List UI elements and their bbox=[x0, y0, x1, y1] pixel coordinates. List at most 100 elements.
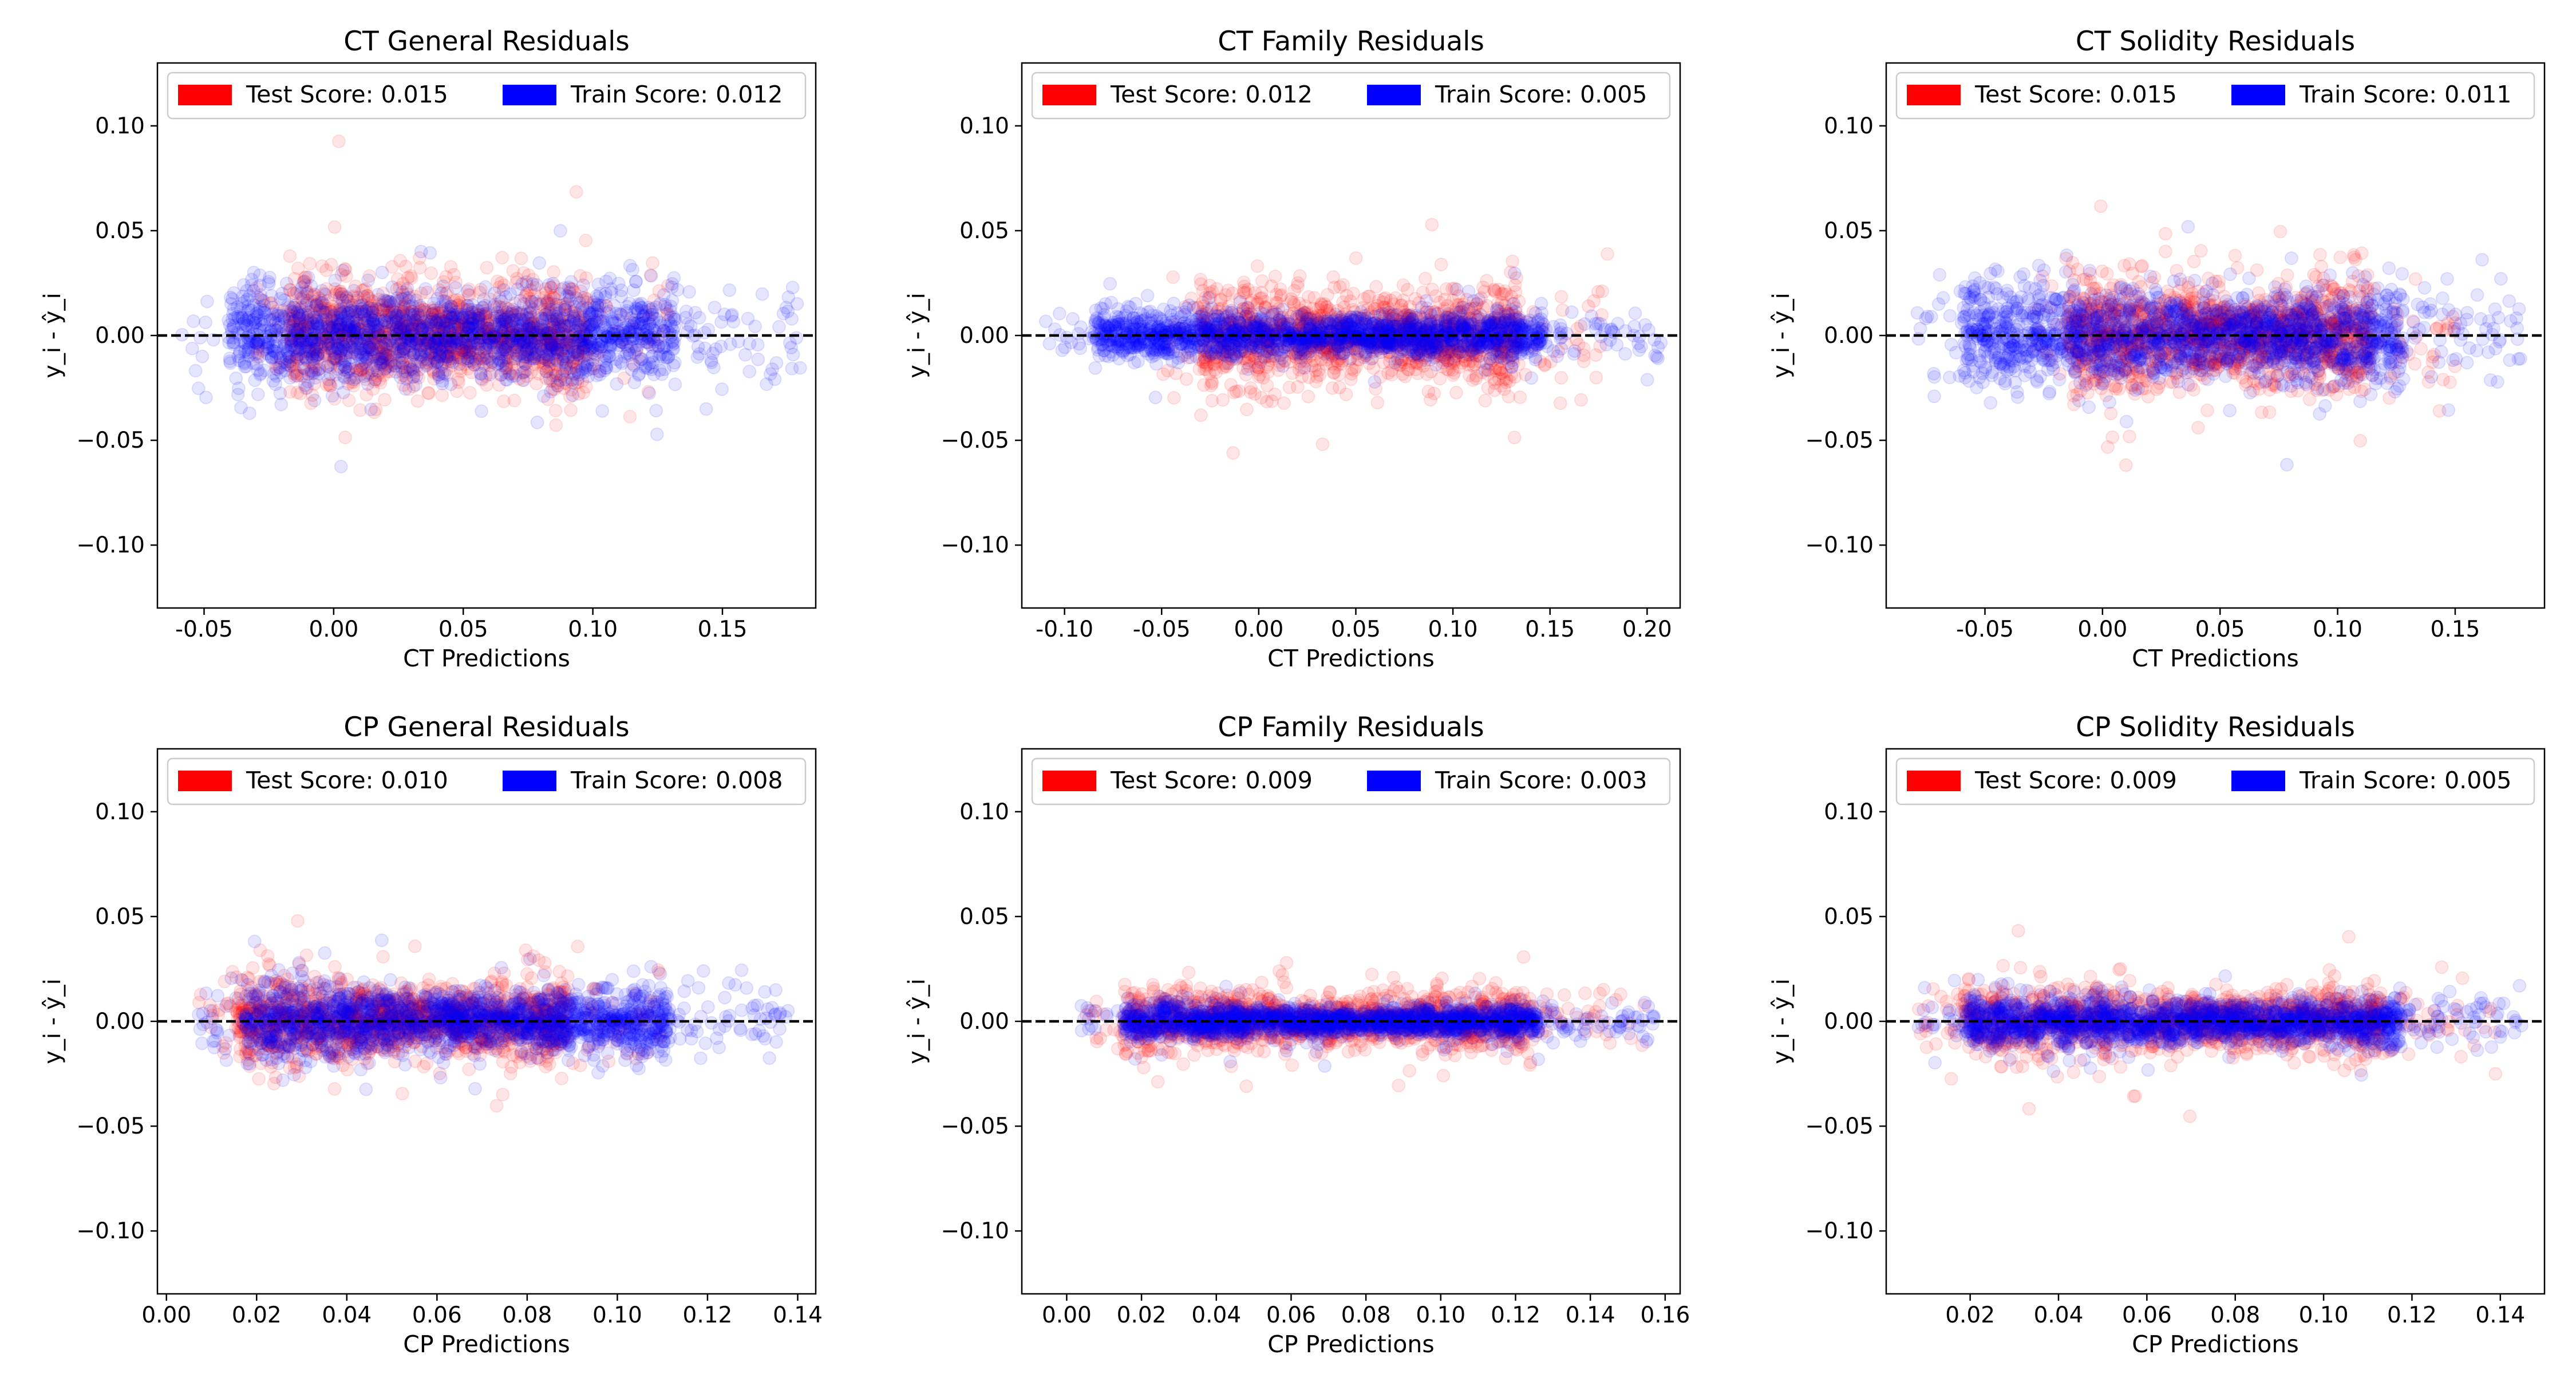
test-point bbox=[457, 345, 472, 359]
test-point bbox=[373, 376, 388, 390]
test-point bbox=[293, 342, 307, 357]
test-point bbox=[445, 311, 459, 325]
test-point bbox=[365, 299, 379, 313]
test-point bbox=[342, 338, 357, 353]
train-point bbox=[222, 330, 236, 345]
train-point bbox=[318, 287, 333, 302]
test-point bbox=[475, 323, 489, 338]
test-point bbox=[574, 321, 588, 335]
test-point bbox=[412, 346, 426, 360]
legend-train-swatch bbox=[503, 85, 556, 105]
test-point bbox=[499, 340, 513, 354]
train-point bbox=[222, 313, 236, 327]
test-point bbox=[453, 364, 468, 378]
test-point bbox=[251, 341, 264, 356]
test-point bbox=[442, 307, 456, 321]
test-point bbox=[528, 350, 542, 364]
y-axis-label: y_i - ŷ_i bbox=[39, 293, 66, 378]
test-point bbox=[415, 349, 429, 364]
test-point bbox=[335, 290, 350, 304]
test-point bbox=[372, 298, 386, 312]
test-point bbox=[520, 341, 535, 355]
test-point bbox=[435, 388, 449, 402]
test-point bbox=[465, 303, 480, 317]
residual-panel-2: -0.10 -0.05 0.00 0.05 0.10 0.15 0.200.100.050.… bbox=[904, 26, 1681, 672]
test-point bbox=[282, 354, 297, 369]
test-point bbox=[505, 361, 519, 375]
test-point bbox=[431, 324, 445, 338]
test-point bbox=[465, 316, 480, 330]
test-point bbox=[309, 297, 323, 311]
train-point bbox=[321, 372, 335, 386]
test-point bbox=[414, 286, 428, 301]
train-point bbox=[248, 373, 262, 388]
test-point bbox=[548, 342, 563, 356]
test-point bbox=[1226, 446, 1240, 460]
test-point bbox=[467, 306, 481, 319]
train-point bbox=[653, 297, 667, 311]
test-point bbox=[576, 294, 590, 308]
train-point bbox=[414, 244, 428, 259]
test-point bbox=[325, 314, 339, 329]
test-point bbox=[1332, 380, 1346, 394]
train-point bbox=[704, 356, 718, 370]
test-point bbox=[577, 342, 591, 356]
train-point bbox=[418, 282, 433, 296]
x-axis-label: CT Predictions bbox=[403, 645, 570, 672]
test-point bbox=[471, 358, 485, 372]
test-point bbox=[303, 345, 318, 359]
test-point bbox=[1197, 378, 1211, 392]
test-point bbox=[319, 303, 334, 317]
test-point bbox=[304, 396, 318, 410]
train-point bbox=[550, 353, 563, 367]
test-point bbox=[345, 375, 359, 389]
test-point bbox=[294, 369, 309, 383]
train-point bbox=[277, 293, 291, 307]
test-point bbox=[516, 358, 531, 373]
test-point bbox=[313, 302, 327, 317]
train-point bbox=[307, 393, 322, 408]
test-point bbox=[520, 286, 534, 300]
test-point bbox=[443, 318, 457, 333]
test-point bbox=[496, 308, 511, 322]
test-point bbox=[342, 393, 356, 408]
train-point bbox=[682, 285, 696, 299]
test-point bbox=[442, 348, 457, 362]
test-point bbox=[445, 341, 459, 355]
test-point bbox=[544, 281, 558, 294]
test-point bbox=[359, 296, 373, 310]
test-point bbox=[317, 346, 331, 361]
test-point bbox=[524, 283, 538, 297]
test-point bbox=[643, 268, 658, 282]
test-point bbox=[648, 339, 662, 353]
train-point bbox=[769, 356, 784, 370]
test-point bbox=[346, 375, 361, 389]
test-point bbox=[353, 367, 368, 381]
test-point bbox=[460, 303, 474, 318]
train-point bbox=[295, 281, 309, 295]
test-point bbox=[283, 318, 298, 333]
test-point bbox=[563, 365, 577, 380]
test-point bbox=[539, 371, 554, 385]
test-point bbox=[631, 350, 646, 364]
test-point bbox=[451, 372, 465, 386]
test-point bbox=[590, 348, 604, 362]
test-point bbox=[333, 360, 347, 374]
scatter-points bbox=[175, 134, 807, 473]
train-point bbox=[653, 348, 667, 361]
test-point bbox=[599, 299, 613, 313]
test-point bbox=[1425, 218, 1439, 232]
train-point bbox=[722, 283, 737, 297]
test-point bbox=[361, 341, 376, 355]
test-point bbox=[367, 335, 381, 350]
train-point bbox=[436, 279, 450, 293]
train-point bbox=[242, 406, 256, 420]
test-point bbox=[525, 295, 539, 310]
test-point bbox=[307, 303, 322, 318]
test-point bbox=[461, 287, 476, 302]
test-point bbox=[438, 294, 452, 308]
test-point bbox=[369, 336, 384, 350]
test-point bbox=[571, 330, 585, 344]
test-point bbox=[480, 355, 495, 369]
test-point bbox=[370, 320, 385, 334]
